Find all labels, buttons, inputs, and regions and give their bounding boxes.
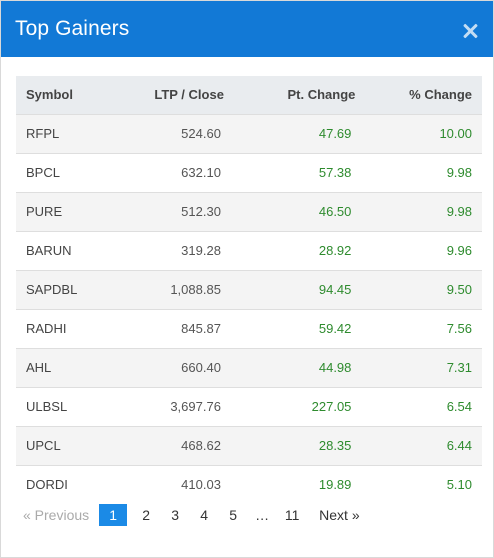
column-header-ltp[interactable]: LTP / Close <box>154 87 224 103</box>
pct-change-cell: 9.50 <box>446 282 472 297</box>
ltp-cell: 660.40 <box>181 360 221 375</box>
page-3-button[interactable]: 3 <box>171 507 180 523</box>
page-5-button[interactable]: 5 <box>229 507 238 523</box>
symbol-cell[interactable]: AHL <box>26 360 52 375</box>
table-row: RFPL 524.60 47.69 10.00 <box>16 114 482 153</box>
ltp-cell: 524.60 <box>181 126 221 141</box>
ltp-cell: 3,697.76 <box>170 399 221 414</box>
table-row: BPCL 632.10 57.38 9.98 <box>16 153 482 192</box>
pt-change-cell: 47.69 <box>318 126 352 141</box>
table-row: AHL 660.40 44.98 7.31 <box>16 348 482 387</box>
pct-change-cell: 6.54 <box>446 399 472 414</box>
column-header-pct-change[interactable]: % Change <box>409 87 472 103</box>
pt-change-cell: 57.38 <box>318 165 352 180</box>
table-row: DORDI 410.03 19.89 5.10 <box>16 465 482 504</box>
table-row: RADHI 845.87 59.42 7.56 <box>16 309 482 348</box>
pagination-ellipsis: … <box>255 507 270 523</box>
previous-page-button[interactable]: « Previous <box>23 507 90 523</box>
symbol-cell[interactable]: RADHI <box>26 321 67 336</box>
pt-change-cell: 94.45 <box>318 282 352 297</box>
table-row: ULBSL 3,697.76 227.05 6.54 <box>16 387 482 426</box>
column-header-symbol[interactable]: Symbol <box>26 87 73 103</box>
symbol-cell[interactable]: DORDI <box>26 477 68 493</box>
pct-change-cell: 7.31 <box>446 360 472 375</box>
pt-change-cell: 59.42 <box>318 321 352 336</box>
close-icon[interactable] <box>459 20 481 42</box>
pagination: « Previous 1 2 3 4 5 … 11 Next » <box>23 504 360 526</box>
modal-title: Top Gainers <box>15 17 130 40</box>
next-page-button[interactable]: Next » <box>319 507 360 523</box>
symbol-cell[interactable]: ULBSL <box>26 399 68 414</box>
ltp-cell: 512.30 <box>181 204 221 219</box>
pct-change-cell: 6.44 <box>446 438 472 453</box>
table-row: BARUN 319.28 28.92 9.96 <box>16 231 482 270</box>
ltp-cell: 632.10 <box>181 165 221 180</box>
symbol-cell[interactable]: UPCL <box>26 438 61 453</box>
page-4-button[interactable]: 4 <box>200 507 209 523</box>
symbol-cell[interactable]: BPCL <box>26 165 60 180</box>
page-2-button[interactable]: 2 <box>142 507 151 523</box>
pct-change-cell: 5.10 <box>446 477 472 493</box>
pct-change-cell: 9.98 <box>446 204 472 219</box>
gainers-table: Symbol LTP / Close Pt. Change % Change R… <box>16 76 482 504</box>
symbol-cell[interactable]: RFPL <box>26 126 60 141</box>
table-header-row: Symbol LTP / Close Pt. Change % Change <box>16 76 482 114</box>
table-row: UPCL 468.62 28.35 6.44 <box>16 426 482 465</box>
gainers-table-container: Symbol LTP / Close Pt. Change % Change R… <box>16 76 482 504</box>
pt-change-cell: 44.98 <box>318 360 352 375</box>
ltp-cell: 468.62 <box>181 438 221 453</box>
symbol-cell[interactable]: PURE <box>26 204 63 219</box>
ltp-cell: 410.03 <box>181 477 221 493</box>
pct-change-cell: 10.00 <box>439 126 472 141</box>
pt-change-cell: 46.50 <box>318 204 352 219</box>
table-row: SAPDBL 1,088.85 94.45 9.50 <box>16 270 482 309</box>
pct-change-cell: 9.98 <box>446 165 472 180</box>
symbol-cell[interactable]: BARUN <box>26 243 72 258</box>
pt-change-cell: 28.92 <box>318 243 352 258</box>
ltp-cell: 319.28 <box>181 243 221 258</box>
pt-change-cell: 28.35 <box>318 438 352 453</box>
ltp-cell: 845.87 <box>181 321 221 336</box>
ltp-cell: 1,088.85 <box>170 282 221 297</box>
column-header-pt-change[interactable]: Pt. Change <box>287 87 356 103</box>
pct-change-cell: 7.56 <box>446 321 472 336</box>
symbol-cell[interactable]: SAPDBL <box>26 282 78 297</box>
pt-change-cell: 19.89 <box>318 477 352 493</box>
page-11-button[interactable]: 11 <box>284 507 300 523</box>
modal-header: Top Gainers <box>1 1 493 57</box>
page-1-button[interactable]: 1 <box>99 504 128 526</box>
table-row: PURE 512.30 46.50 9.98 <box>16 192 482 231</box>
pt-change-cell: 227.05 <box>311 399 352 414</box>
pct-change-cell: 9.96 <box>446 243 472 258</box>
